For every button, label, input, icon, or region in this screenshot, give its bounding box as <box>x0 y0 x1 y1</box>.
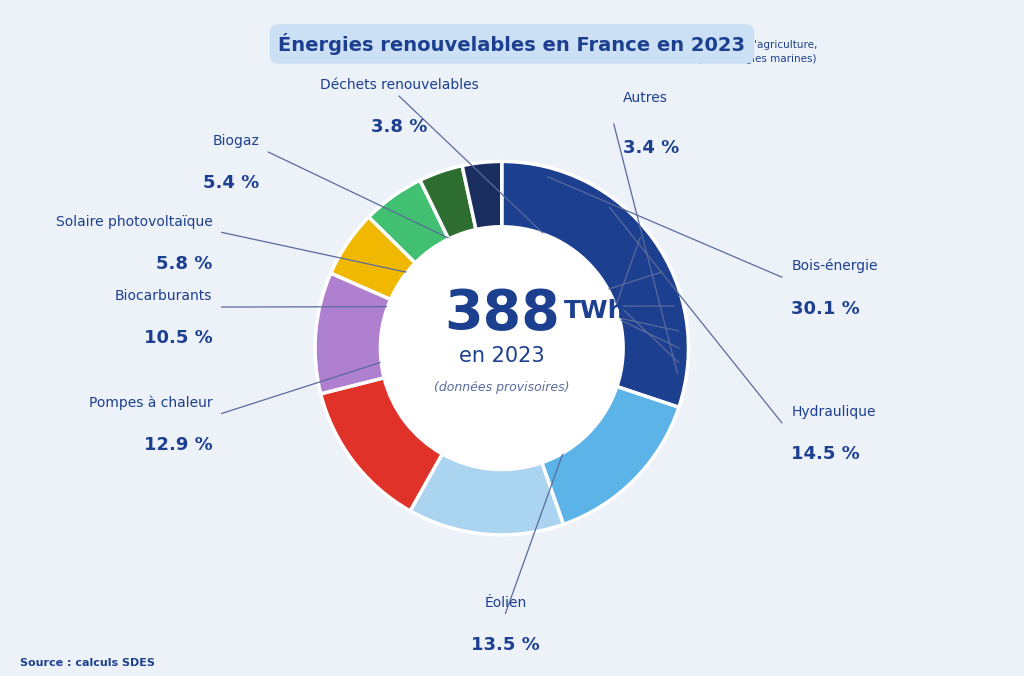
Text: Éolien: Éolien <box>484 596 526 610</box>
Text: 388: 388 <box>443 287 560 341</box>
Text: 30.1 %: 30.1 % <box>792 299 860 318</box>
Wedge shape <box>369 180 449 263</box>
Text: 12.9 %: 12.9 % <box>143 436 212 454</box>
Text: Bois-énergie: Bois-énergie <box>792 259 878 274</box>
Text: Hydraulique: Hydraulique <box>792 405 876 419</box>
Wedge shape <box>542 387 679 525</box>
Wedge shape <box>411 454 563 535</box>
Text: Biogaz: Biogaz <box>212 135 259 148</box>
Text: (données provisoires): (données provisoires) <box>434 381 569 394</box>
Wedge shape <box>321 378 442 511</box>
Wedge shape <box>420 166 476 239</box>
Text: Pompes à chaleur: Pompes à chaleur <box>89 395 212 410</box>
Text: 13.5 %: 13.5 % <box>471 635 540 654</box>
Text: Déchets renouvelables: Déchets renouvelables <box>319 78 478 93</box>
Circle shape <box>380 226 624 470</box>
Text: en 2023: en 2023 <box>459 345 545 366</box>
Wedge shape <box>462 162 502 230</box>
Text: (géothermie, résidus de l'agriculture,
solaire thermique, énergies marines): (géothermie, résidus de l'agriculture, s… <box>624 40 817 64</box>
Text: 10.5 %: 10.5 % <box>143 329 212 347</box>
Text: Solaire photovoltaïque: Solaire photovoltaïque <box>55 215 212 228</box>
Text: Biocarburants: Biocarburants <box>115 289 212 304</box>
Text: 5.4 %: 5.4 % <box>203 174 259 193</box>
Wedge shape <box>502 162 688 408</box>
Wedge shape <box>315 273 390 393</box>
Text: 14.5 %: 14.5 % <box>792 445 860 463</box>
Text: Énergies renouvelables en France en 2023: Énergies renouvelables en France en 2023 <box>279 33 745 55</box>
Text: Autres: Autres <box>624 91 668 105</box>
Text: TWh: TWh <box>563 299 626 323</box>
Text: 3.4 %: 3.4 % <box>624 139 679 157</box>
Text: Source : calculs SDES: Source : calculs SDES <box>20 658 156 668</box>
Wedge shape <box>331 217 416 299</box>
Text: 3.8 %: 3.8 % <box>371 118 427 137</box>
Text: 5.8 %: 5.8 % <box>156 255 212 273</box>
